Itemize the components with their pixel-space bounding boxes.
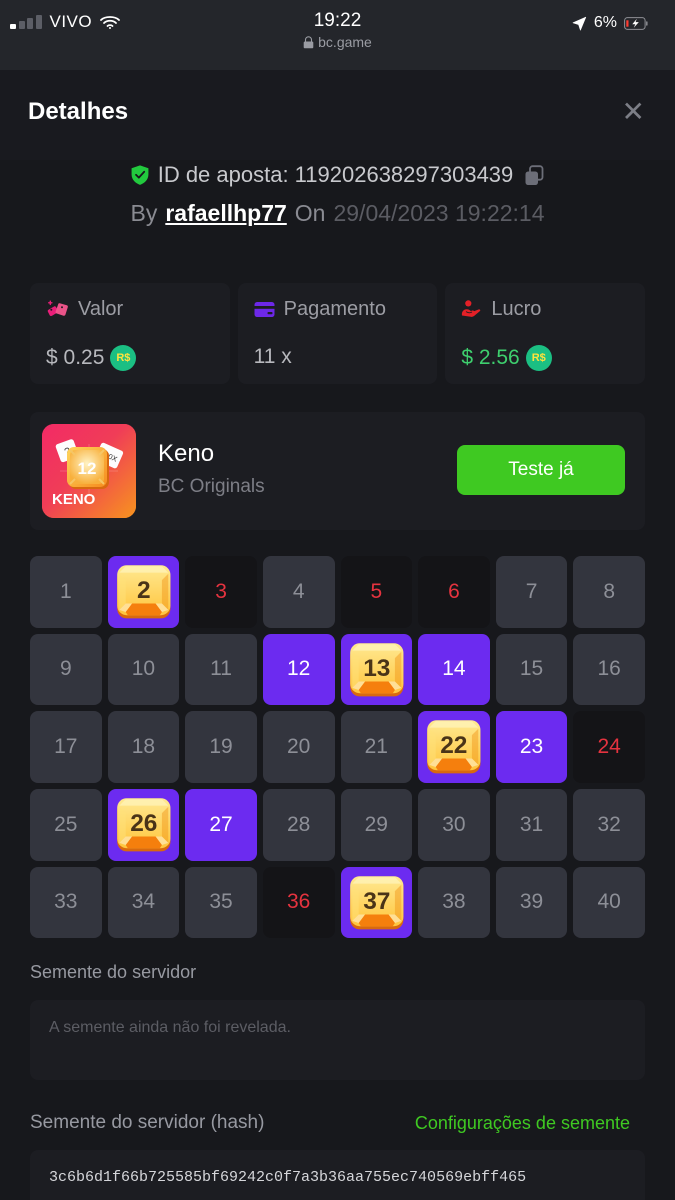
svg-text:12: 12: [78, 459, 97, 478]
svg-text:26: 26: [130, 810, 157, 837]
svg-text:37: 37: [363, 888, 390, 915]
svg-text:KENO: KENO: [52, 491, 96, 508]
svg-text:22: 22: [440, 732, 467, 759]
svg-text:13: 13: [363, 655, 390, 682]
svg-text:2: 2: [137, 577, 151, 604]
